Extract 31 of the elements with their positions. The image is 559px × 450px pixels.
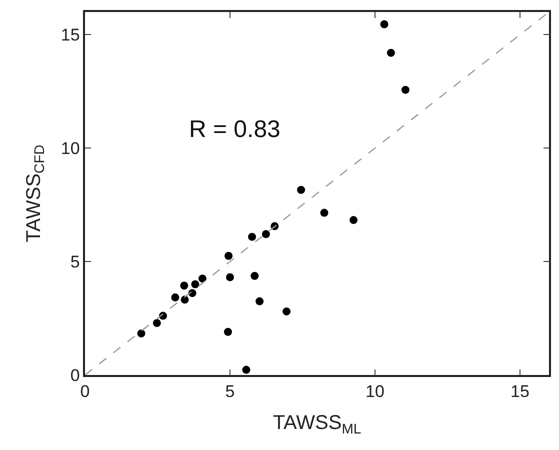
y-tick-label: 15 bbox=[60, 26, 80, 45]
point bbox=[380, 20, 388, 28]
y-tick-label: 10 bbox=[60, 139, 80, 158]
point bbox=[137, 329, 146, 338]
annotation: R = 0.83 bbox=[189, 116, 280, 143]
point bbox=[242, 366, 250, 374]
point bbox=[350, 216, 358, 224]
y-tick-label: 5 bbox=[70, 252, 80, 272]
point bbox=[198, 274, 206, 283]
point bbox=[191, 280, 200, 288]
point bbox=[152, 319, 161, 328]
point bbox=[282, 307, 291, 316]
x-axis-title: TAWSS$_{ML}$ bbox=[272, 412, 362, 436]
point bbox=[180, 296, 189, 304]
point bbox=[256, 297, 264, 306]
x-tick-label: 5 bbox=[225, 382, 235, 402]
point bbox=[386, 48, 395, 57]
x-tick-label: 10 bbox=[366, 382, 384, 402]
point bbox=[224, 328, 232, 336]
point bbox=[224, 252, 233, 260]
y-tick-label: 0 bbox=[70, 366, 80, 385]
point bbox=[171, 293, 180, 302]
point bbox=[250, 272, 259, 280]
point bbox=[180, 282, 188, 290]
point bbox=[401, 86, 410, 94]
point bbox=[248, 232, 256, 241]
point bbox=[226, 273, 234, 282]
point bbox=[297, 186, 306, 194]
point bbox=[262, 230, 270, 238]
x-tick-label: 15 bbox=[510, 382, 530, 402]
point bbox=[320, 208, 328, 217]
